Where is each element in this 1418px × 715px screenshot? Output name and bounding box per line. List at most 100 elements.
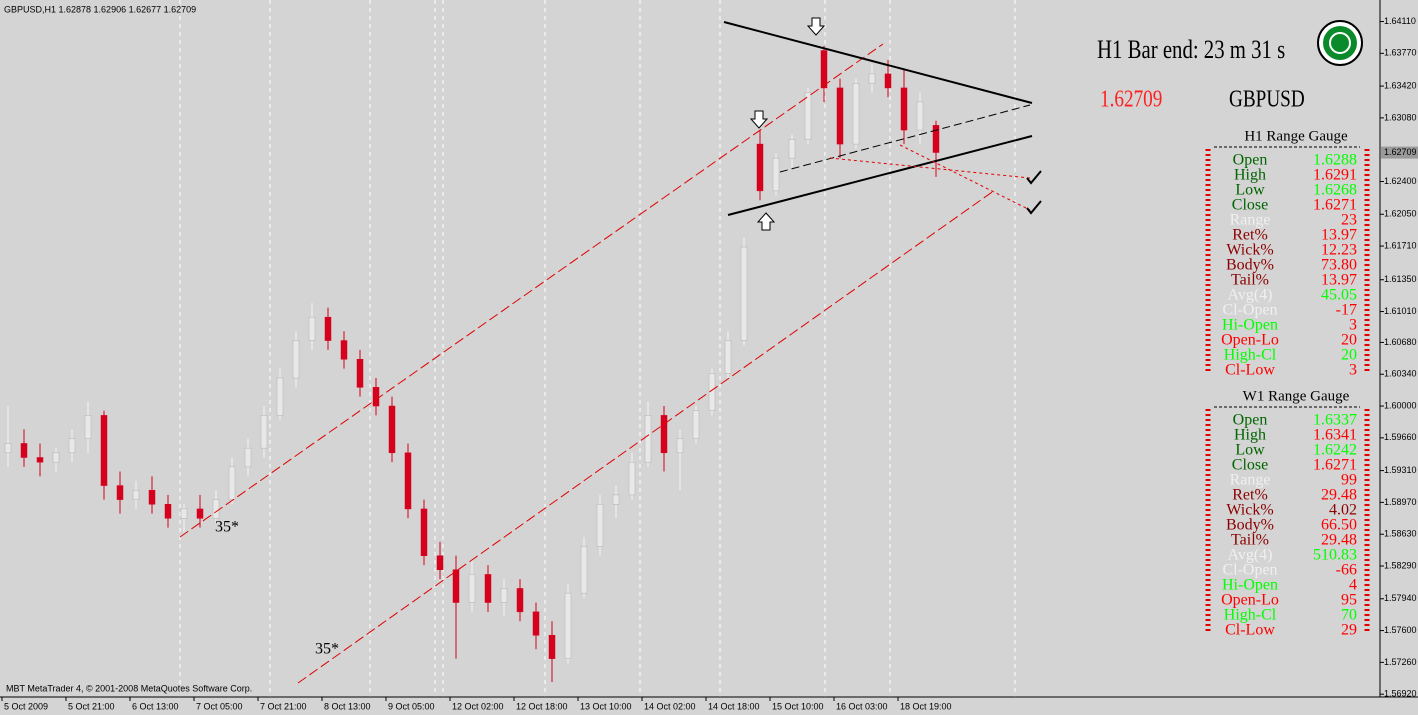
- gauge-value: 73.80: [1321, 257, 1357, 274]
- triangle-line: [727, 135, 1033, 216]
- x-tick-label: 15 Oct 10:00: [772, 701, 824, 711]
- symbol-line: GBPUSD,H1 1.62878 1.62906 1.62677 1.6270…: [4, 4, 196, 14]
- candle-body: [292, 340, 300, 379]
- gauge-value: 20: [1341, 347, 1357, 364]
- gauge-value: 29: [1341, 622, 1357, 639]
- y-tick-label: 1.63080: [1384, 112, 1417, 122]
- gauge-label: Body%: [1226, 257, 1274, 274]
- candle-body: [532, 611, 540, 636]
- candle-body: [772, 157, 780, 192]
- annotation: 35*: [315, 641, 339, 658]
- candle-body: [868, 73, 876, 84]
- gauge-title: H1 Range Gauge: [1244, 128, 1348, 144]
- y-tick-label: 1.61710: [1384, 240, 1417, 250]
- y-tick-label: 1.60000: [1384, 400, 1417, 410]
- candle-body: [388, 405, 396, 454]
- candle-body: [228, 466, 236, 500]
- gauge-label: Ret%: [1232, 227, 1268, 244]
- candle-body: [644, 415, 652, 463]
- gauge-value: 510.83: [1313, 547, 1357, 564]
- candle-body: [20, 443, 28, 458]
- candle-body: [548, 635, 556, 659]
- target-line: [899, 144, 1031, 211]
- gauge-label: Close: [1232, 197, 1268, 214]
- check-mark: [1026, 170, 1042, 185]
- y-tick-label: 1.62400: [1384, 176, 1417, 186]
- y-tick-label: 1.59310: [1384, 465, 1417, 475]
- candle-body: [804, 92, 812, 140]
- triangle-line: [723, 21, 1033, 104]
- gauge-value: 1.6291: [1313, 167, 1357, 184]
- gauge-value: 45.05: [1321, 287, 1357, 304]
- gauge-value: 1.6242: [1313, 442, 1357, 459]
- candle-body: [820, 50, 828, 89]
- candle-body: [884, 73, 892, 89]
- candle-body: [516, 588, 524, 613]
- gauge-label: Hi-Open: [1222, 317, 1278, 334]
- gauge-title: W1 Range Gauge: [1243, 388, 1350, 404]
- trend-line: [779, 104, 1031, 173]
- candle-body: [436, 555, 444, 571]
- x-tick-label: 9 Oct 05:00: [388, 701, 435, 711]
- bid-price: 1.62709: [1100, 86, 1162, 113]
- gauge-label: Cl-Low: [1225, 622, 1275, 639]
- gauge-value: 23: [1341, 212, 1357, 229]
- gauge-label: Cl-Open: [1222, 562, 1277, 579]
- y-tick-label: 1.63420: [1384, 80, 1417, 90]
- gauge-label: Avg(4): [1227, 547, 1272, 564]
- down-arrow: [806, 17, 826, 36]
- x-tick-label: 6 Oct 13:00: [132, 701, 179, 711]
- candle-body: [132, 489, 140, 500]
- gauge-label: Close: [1232, 457, 1268, 474]
- candle-body: [724, 340, 732, 374]
- gauge-value: 3: [1349, 362, 1357, 379]
- annotation: 35*: [215, 519, 239, 536]
- x-tick-label: 13 Oct 10:00: [580, 701, 632, 711]
- logo: [1317, 20, 1363, 66]
- candle-body: [340, 340, 348, 360]
- x-tick-label: 12 Oct 18:00: [516, 701, 568, 711]
- gauge-label: Cl-Low: [1225, 362, 1275, 379]
- gauge-label: Low: [1235, 182, 1265, 199]
- candle-body: [612, 494, 620, 505]
- gauge-label: Open-Lo: [1221, 332, 1279, 349]
- candle-body: [660, 415, 668, 454]
- candle-body: [116, 485, 124, 500]
- x-tick-label: 8 Oct 13:00: [324, 701, 371, 711]
- gauge-label: Avg(4): [1227, 287, 1272, 304]
- x-tick-label: 7 Oct 05:00: [196, 701, 243, 711]
- gauge-value: 4: [1349, 577, 1357, 594]
- candle-body: [68, 438, 76, 454]
- x-tick-label: 14 Oct 18:00: [708, 701, 760, 711]
- gauge-value: 3: [1349, 317, 1357, 334]
- candle-body: [84, 415, 92, 440]
- down-arrow: [749, 110, 769, 129]
- gauge-value: 1.6288: [1313, 152, 1357, 169]
- gauge-value: 1.6341: [1313, 427, 1357, 444]
- gauge-value: 13.97: [1321, 227, 1357, 244]
- gauge-label: Hi-Open: [1222, 577, 1278, 594]
- channel-line: [297, 189, 996, 684]
- gauge-label: High-Cl: [1224, 607, 1277, 624]
- gauge-label: Range: [1230, 472, 1271, 489]
- gauge-label: Tail%: [1231, 532, 1269, 549]
- candle-body: [100, 415, 108, 486]
- gauge-label: Wick%: [1226, 242, 1273, 259]
- x-tick-label: 16 Oct 03:00: [836, 701, 888, 711]
- candle-body: [260, 415, 268, 449]
- candle-body: [740, 246, 748, 341]
- candle-body: [180, 508, 188, 519]
- candle-body: [500, 588, 508, 603]
- y-tick-label: 1.61350: [1384, 274, 1417, 284]
- y-tick-label: 1.61010: [1384, 306, 1417, 316]
- candle-body: [484, 574, 492, 603]
- candle-body: [36, 457, 44, 463]
- candle-body: [708, 373, 716, 411]
- y-tick-label: 1.62050: [1384, 209, 1417, 219]
- x-tick-label: 12 Oct 02:00: [452, 701, 504, 711]
- gauge-value: 4.02: [1329, 502, 1357, 519]
- bar-end-timer: H1 Bar end: 23 m 31 s: [1097, 36, 1285, 65]
- y-tick-label: 1.60680: [1384, 337, 1417, 347]
